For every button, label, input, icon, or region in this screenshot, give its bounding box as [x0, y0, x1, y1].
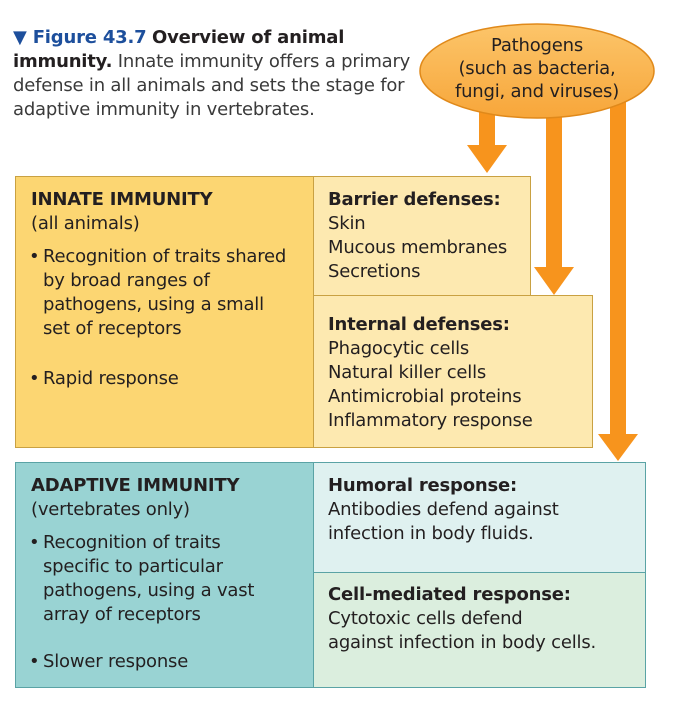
innate-immunity-box: INNATE IMMUNITY (all animals) • Recognit… — [15, 176, 315, 448]
adaptive-bullet1-line: array of receptors — [43, 604, 201, 625]
barrier-item: Skin — [328, 213, 366, 234]
innate-bullet1-line: set of receptors — [43, 318, 182, 339]
adaptive-heading: ADAPTIVE IMMUNITY — [31, 475, 240, 496]
pathogens-label-line: fungi, and viruses) — [454, 81, 620, 102]
internal-item: Antimicrobial proteins — [328, 386, 522, 407]
adaptive-bullet2: Slower response — [43, 651, 189, 672]
barrier-item: Mucous membranes — [328, 237, 508, 258]
arrow-to-barrier — [467, 105, 507, 173]
adaptive-bullet1-line: pathogens, using a vast — [43, 580, 255, 601]
bullet-marker: • — [29, 246, 40, 267]
adaptive-immunity-box: ADAPTIVE IMMUNITY (vertebrates only) • R… — [15, 462, 315, 688]
innate-bullet1-line: Recognition of traits shared — [43, 246, 287, 267]
arrow-to-adaptive — [598, 98, 638, 461]
humoral-response-box: Humoral response: Antibodies defend agai… — [313, 462, 646, 574]
pathogens-label-line: Pathogens — [490, 35, 584, 56]
barrier-heading: Barrier defenses: — [328, 189, 501, 210]
humoral-heading: Humoral response: — [328, 475, 518, 496]
figure-title: Overview of animal immunity. — [13, 27, 345, 72]
internal-defenses-box: Internal defenses: Phagocytic cells Natu… — [313, 295, 593, 448]
barrier-item: Secretions — [328, 261, 421, 282]
figure-caption: ▼ Figure 43.7 Overview of animal immunit… — [13, 26, 413, 122]
internal-item: Natural killer cells — [328, 362, 487, 383]
cell-mediated-heading: Cell-mediated response: — [328, 584, 571, 605]
adaptive-bullet1-line: Recognition of traits — [43, 532, 221, 553]
pathogens-label: Pathogens (such as bacteria, fungi, and … — [433, 34, 641, 103]
innate-bullet1-line: by broad ranges of — [43, 270, 210, 291]
arrow-to-internal — [534, 105, 574, 295]
internal-heading: Internal defenses: — [328, 314, 510, 335]
bullet-marker: • — [29, 532, 40, 553]
adaptive-bullet1-line: specific to particular — [43, 556, 223, 577]
innate-heading: INNATE IMMUNITY — [31, 189, 213, 210]
innate-bullet2: Rapid response — [43, 368, 179, 389]
cell-mediated-line: against infection in body cells. — [328, 632, 597, 653]
internal-item: Inflammatory response — [328, 410, 533, 431]
innate-bullet1-line: pathogens, using a small — [43, 294, 264, 315]
cell-mediated-response-box: Cell-mediated response: Cytotoxic cells … — [313, 572, 646, 688]
innate-subheading: (all animals) — [31, 213, 140, 234]
pathogens-label-line: (such as bacteria, — [458, 58, 616, 79]
figure-caption-body: Innate immunity offers a primary defense… — [13, 51, 411, 120]
humoral-line: Antibodies defend against — [328, 499, 559, 520]
cell-mediated-line: Cytotoxic cells defend — [328, 608, 523, 629]
barrier-defenses-box: Barrier defenses: Skin Mucous membranes … — [313, 176, 531, 297]
bullet-marker: • — [29, 368, 40, 389]
figure-label: ▼ Figure 43.7 — [13, 27, 147, 48]
internal-item: Phagocytic cells — [328, 338, 470, 359]
pathogens-ellipse — [419, 23, 655, 119]
adaptive-subheading: (vertebrates only) — [31, 499, 190, 520]
humoral-line: infection in body fluids. — [328, 523, 534, 544]
bullet-marker: • — [29, 651, 40, 672]
